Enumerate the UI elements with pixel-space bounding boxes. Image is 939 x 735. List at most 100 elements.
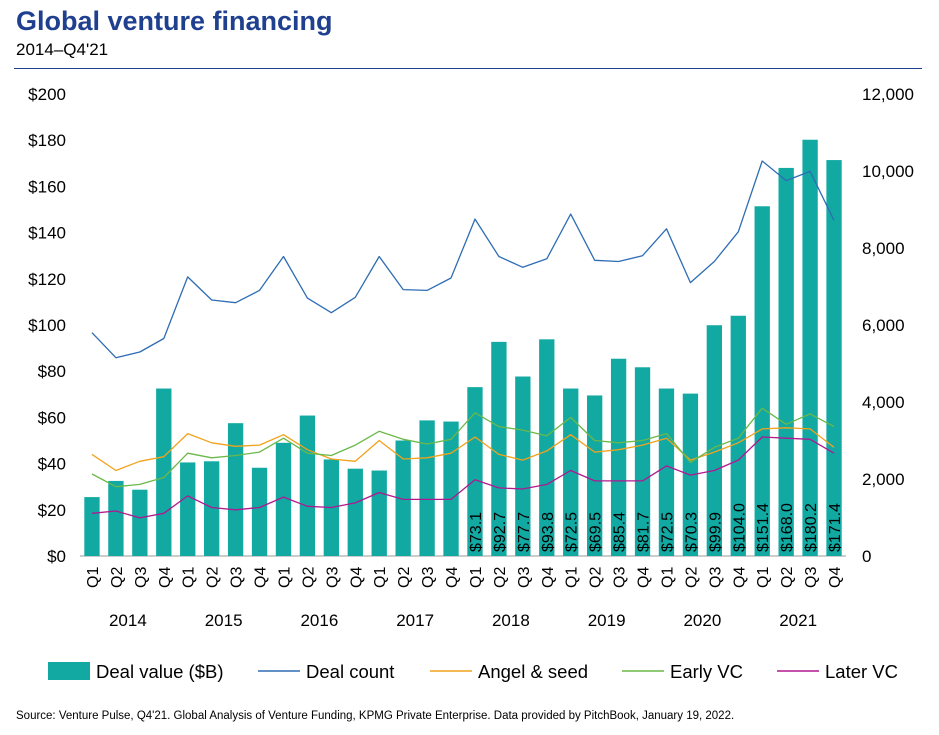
quarter-tick-label: Q2 xyxy=(205,567,222,588)
series-lines xyxy=(91,160,835,519)
quarter-tick-label: Q2 xyxy=(492,567,509,588)
deal-value-bar xyxy=(227,423,244,556)
bar-value-label: $168.0 xyxy=(779,503,796,552)
deal-value-bar xyxy=(563,388,579,556)
chart-title: Global venture financing xyxy=(16,6,333,36)
bar-value-label: $77.7 xyxy=(516,512,533,552)
legend-label: Angel & seed xyxy=(478,661,588,682)
right-axis-tick-label: 6,000 xyxy=(862,316,905,335)
legend-label: Later VC xyxy=(825,661,898,682)
deal-value-bar xyxy=(778,167,794,557)
early-vc-line xyxy=(91,407,835,488)
quarter-tick-label: Q3 xyxy=(133,567,150,588)
deal-value-bar xyxy=(419,420,435,556)
bar-value-label: $93.8 xyxy=(540,512,557,552)
quarter-tick-label: Q3 xyxy=(803,567,820,588)
left-axis-tick-label: $0 xyxy=(47,547,66,566)
right-axis-tick-label: 2,000 xyxy=(862,470,905,489)
left-axis-tick-label: $40 xyxy=(38,455,66,474)
quarter-tick-label: Q3 xyxy=(707,567,724,588)
bar-value-label: $69.5 xyxy=(588,512,605,552)
year-labels: 2014 2015 2016 2017 2018 2019 2020 2021 xyxy=(109,611,817,630)
right-axis-ticks: 0 2,000 4,000 6,000 8,000 10,000 12,000 xyxy=(862,85,914,566)
year-label: 2018 xyxy=(492,611,530,630)
deal-value-bar xyxy=(108,480,124,556)
bar-value-label: $85.4 xyxy=(612,512,629,552)
deal-value-bar xyxy=(658,388,675,556)
legend-label: Deal count xyxy=(306,661,394,682)
quarter-tick-label: Q1 xyxy=(276,567,293,588)
quarter-tick-label: Q3 xyxy=(612,567,629,588)
quarter-tick-label: Q2 xyxy=(396,567,413,588)
quarter-tick-label: Q1 xyxy=(659,567,676,588)
bar-value-label: $72.5 xyxy=(564,512,581,552)
left-axis-ticks: $0 $20 $40 $60 $80 $100 $120 $140 $160 $180 $200 xyxy=(28,85,66,566)
quarter-tick-label: Q2 xyxy=(588,567,605,588)
quarter-tick-label: Q4 xyxy=(348,567,365,588)
quarter-tick-label: Q1 xyxy=(372,567,389,588)
quarter-tick-label: Q1 xyxy=(755,567,772,588)
left-axis-tick-label: $160 xyxy=(28,177,66,196)
year-label: 2014 xyxy=(109,611,147,630)
source-note: Source: Venture Pulse, Q4'21. Global Ana… xyxy=(16,710,735,722)
deal-value-bar xyxy=(203,461,220,556)
deal-value-bar xyxy=(515,376,531,556)
deal-value-bar xyxy=(395,440,411,556)
quarter-tick-labels: Q1 Q2 Q3 Q4 Q1 Q2 Q3 Q4 Q1 Q2 Q3 Q4 Q1 Q2 Q3 Q4 Q1 Q2 Q3 Q4… xyxy=(85,567,844,588)
quarter-tick-label: Q3 xyxy=(229,567,246,588)
quarter-tick-label: Q4 xyxy=(827,567,844,588)
bar-value-label: $99.9 xyxy=(707,512,724,552)
year-label: 2021 xyxy=(779,611,817,630)
year-label: 2016 xyxy=(300,611,338,630)
deal-value-bar xyxy=(634,367,651,556)
quarter-tick-label: Q3 xyxy=(324,567,341,588)
deal-value-bar xyxy=(610,358,627,556)
quarter-tick-label: Q4 xyxy=(731,567,748,588)
deal-value-bar xyxy=(275,442,292,556)
title-divider xyxy=(14,68,922,69)
later-vc-line xyxy=(91,436,835,519)
bar-value-label: $73.1 xyxy=(468,512,485,552)
left-axis-tick-label: $180 xyxy=(28,131,66,150)
year-label: 2019 xyxy=(588,611,626,630)
right-axis-tick-label: 0 xyxy=(862,547,871,566)
left-axis-tick-label: $140 xyxy=(28,224,66,243)
bar-value-label: $70.3 xyxy=(683,512,700,552)
quarter-tick-label: Q1 xyxy=(181,567,198,588)
left-axis-tick-label: $80 xyxy=(38,362,66,381)
year-label: 2020 xyxy=(683,611,721,630)
quarter-tick-label: Q1 xyxy=(468,567,485,588)
bar-value-label: $92.7 xyxy=(492,512,509,552)
deal-value-bar xyxy=(467,387,483,556)
angel-seed-line xyxy=(91,427,835,472)
quarter-tick-label: Q4 xyxy=(444,567,461,588)
left-axis-tick-label: $100 xyxy=(28,316,66,335)
right-axis-tick-label: 10,000 xyxy=(862,162,914,181)
right-axis-tick-label: 4,000 xyxy=(862,393,905,412)
legend-label: Early VC xyxy=(670,661,743,682)
quarter-tick-label: Q3 xyxy=(516,567,533,588)
legend-swatch-deal-value xyxy=(48,662,90,680)
bar-value-label: $151.4 xyxy=(755,503,772,552)
deal-count-line xyxy=(91,160,835,359)
left-axis-tick-label: $20 xyxy=(38,501,66,520)
quarter-tick-label: Q4 xyxy=(540,567,557,588)
bar-value-label: $72.5 xyxy=(659,512,676,552)
deal-value-bar xyxy=(84,497,100,556)
bar-value-label: $81.7 xyxy=(636,512,653,552)
quarter-tick-label: Q2 xyxy=(109,567,126,588)
deal-value-bar xyxy=(586,395,603,556)
bar-data-labels: $73.1 $92.7 $77.7 $93.8 $72.5 $69.5 $85.4 $81.7… xyxy=(468,503,844,552)
deal-value-bars xyxy=(84,139,842,557)
deal-value-bar xyxy=(730,315,746,556)
year-label: 2015 xyxy=(205,611,243,630)
deal-value-bar xyxy=(443,421,459,556)
chart-subtitle: 2014–Q4'21 xyxy=(16,40,109,59)
right-axis-tick-label: 8,000 xyxy=(862,239,905,258)
deal-value-bar xyxy=(251,467,268,556)
quarter-tick-label: Q4 xyxy=(636,567,653,588)
left-axis-tick-label: $200 xyxy=(28,85,66,104)
bar-value-label: $104.0 xyxy=(731,503,748,552)
deal-value-bar xyxy=(180,462,196,556)
quarter-tick-label: Q2 xyxy=(300,567,317,588)
